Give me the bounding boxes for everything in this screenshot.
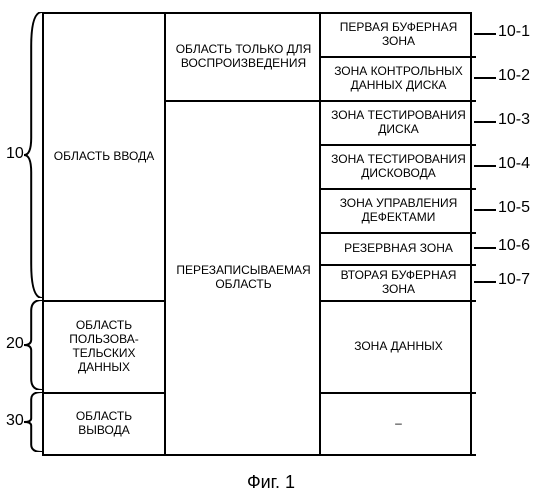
col-c-cell: ЗОНА УПРАВЛЕНИЯ ДЕФЕКТАМИ (321, 190, 476, 232)
pointer-line (474, 209, 496, 211)
col-c-cell: – (321, 394, 476, 454)
curly-brace-icon (24, 300, 42, 390)
right-label: 10-3 (498, 111, 530, 129)
right-label: 10-1 (498, 23, 530, 41)
figure-caption: Фиг. 1 (0, 472, 542, 493)
col-c-cell: ЗОНА КОНТРОЛЬНЫХ ДАННЫХ ДИСКА (321, 58, 476, 100)
curly-brace-icon (24, 12, 42, 298)
col-c-cell: ЗОНА ДАННЫХ (321, 302, 476, 392)
pointer-line (474, 247, 496, 249)
curly-brace-icon (24, 392, 42, 452)
pointer-line (474, 281, 496, 283)
col-a-cell: ОБЛАСТЬ ВЫВОДА (44, 394, 164, 454)
right-label: 10-5 (498, 199, 530, 217)
col-c-cell: ВТОРАЯ БУФЕРНАЯ ЗОНА (321, 266, 476, 300)
col-c-cell: ЗОНА ТЕСТИРОВАНИЯ ДИСКА (321, 102, 476, 144)
left-group-label: 20 (6, 335, 24, 353)
right-label: 10-6 (498, 237, 530, 255)
pointer-line (474, 165, 496, 167)
col-c-cell: РЕЗЕРВНАЯ ЗОНА (321, 234, 476, 264)
col-a-cell: ОБЛАСТЬ ПОЛЬЗОВА- ТЕЛЬСКИХ ДАННЫХ (44, 302, 164, 392)
right-label: 10-7 (498, 271, 530, 289)
col-c-cell: ЗОНА ТЕСТИРОВАНИЯ ДИСКОВОДА (321, 146, 476, 188)
col-a-cell: ОБЛАСТЬ ВВОДА (44, 14, 164, 300)
col-b-cell: ПЕРЕЗАПИСЫВАЕМАЯ ОБЛАСТЬ (166, 102, 321, 454)
pointer-line (474, 77, 496, 79)
pointer-line (474, 121, 496, 123)
right-label: 10-2 (498, 67, 530, 85)
left-group-label: 10 (6, 145, 24, 163)
pointer-line (474, 33, 496, 35)
disc-layout-table: ОБЛАСТЬ ВВОДАОБЛАСТЬ ПОЛЬЗОВА- ТЕЛЬСКИХ … (42, 12, 472, 454)
left-group-label: 30 (6, 412, 24, 430)
right-label: 10-4 (498, 155, 530, 173)
col-b-cell: ОБЛАСТЬ ТОЛЬКО ДЛЯ ВОСПРОИЗВЕДЕНИЯ (166, 14, 321, 100)
col-c-cell: ПЕРВАЯ БУФЕРНАЯ ЗОНА (321, 14, 476, 56)
